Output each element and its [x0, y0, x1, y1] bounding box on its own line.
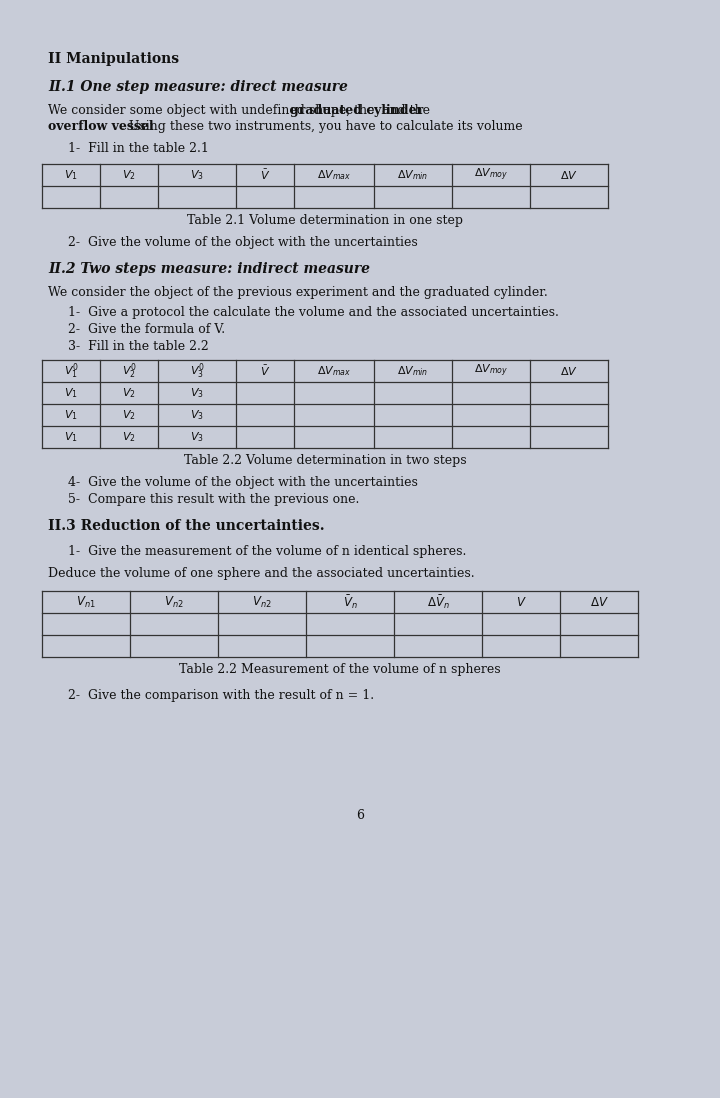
Text: . Using these two instruments, you have to calculate its volume: . Using these two instruments, you have … [121, 120, 523, 133]
Text: overflow vessel: overflow vessel [48, 120, 153, 133]
Text: 6: 6 [356, 809, 364, 822]
Text: $V_1$: $V_1$ [64, 168, 78, 182]
Text: $V_2$: $V_2$ [122, 168, 136, 182]
Text: 1-  Give the measurement of the volume of n identical spheres.: 1- Give the measurement of the volume of… [68, 545, 467, 558]
Text: 2-  Give the volume of the object with the uncertainties: 2- Give the volume of the object with th… [68, 236, 418, 249]
Text: 2-  Give the formula of V.: 2- Give the formula of V. [68, 323, 225, 336]
Text: $\Delta V$: $\Delta V$ [560, 169, 578, 181]
Text: $\bar{V}$: $\bar{V}$ [260, 168, 270, 182]
Text: $V_{n2}$: $V_{n2}$ [164, 594, 184, 609]
Text: $\Delta V_{moy}$: $\Delta V_{moy}$ [474, 362, 508, 379]
Text: 5-  Compare this result with the previous one.: 5- Compare this result with the previous… [68, 493, 359, 506]
Text: $\bar{V}$: $\bar{V}$ [260, 363, 270, 378]
Text: $V_2$: $V_2$ [122, 430, 136, 444]
Text: $V_1^0$: $V_1^0$ [63, 361, 78, 381]
Text: II.3 Reduction of the uncertainties.: II.3 Reduction of the uncertainties. [48, 519, 325, 533]
Text: $\bar{V}_n$: $\bar{V}_n$ [343, 593, 357, 610]
Text: $V_2$: $V_2$ [122, 408, 136, 422]
Text: 2-  Give the comparison with the result of n = 1.: 2- Give the comparison with the result o… [68, 690, 374, 702]
Text: $\Delta V_{max}$: $\Delta V_{max}$ [317, 168, 351, 182]
Text: $V_3$: $V_3$ [190, 168, 204, 182]
Text: Table 2.2 Volume determination in two steps: Table 2.2 Volume determination in two st… [184, 453, 467, 467]
Text: We consider the object of the previous experiment and the graduated cylinder.: We consider the object of the previous e… [48, 285, 548, 299]
Text: 4-  Give the volume of the object with the uncertainties: 4- Give the volume of the object with th… [68, 477, 418, 489]
Text: $V_3$: $V_3$ [190, 386, 204, 400]
Text: $V_3$: $V_3$ [190, 430, 204, 444]
Text: $V_1$: $V_1$ [64, 408, 78, 422]
Text: II.2 Two steps measure: indirect measure: II.2 Two steps measure: indirect measure [48, 262, 370, 276]
Text: Table 2.2 Measurement of the volume of n spheres: Table 2.2 Measurement of the volume of n… [179, 663, 501, 676]
Text: $V_1$: $V_1$ [64, 386, 78, 400]
Text: $\Delta V_{min}$: $\Delta V_{min}$ [397, 168, 428, 182]
Text: graduated cylinder: graduated cylinder [290, 104, 424, 117]
Text: II Manipulations: II Manipulations [48, 52, 179, 66]
Text: We consider some object with undefined shape, the: We consider some object with undefined s… [48, 104, 379, 117]
Text: $V$: $V$ [516, 595, 526, 608]
Text: $\Delta V$: $\Delta V$ [560, 365, 578, 377]
Text: $V_2$: $V_2$ [122, 386, 136, 400]
Text: 1-  Fill in the table 2.1: 1- Fill in the table 2.1 [68, 142, 209, 155]
Text: $V_1$: $V_1$ [64, 430, 78, 444]
Text: II.1 One step measure: direct measure: II.1 One step measure: direct measure [48, 80, 348, 94]
Text: $V_2^0$: $V_2^0$ [122, 361, 136, 381]
Text: $V_{n2}$: $V_{n2}$ [252, 594, 272, 609]
Text: and the: and the [378, 104, 430, 117]
Text: $\Delta V$: $\Delta V$ [590, 595, 608, 608]
Text: Deduce the volume of one sphere and the associated uncertainties.: Deduce the volume of one sphere and the … [48, 567, 474, 580]
Text: $\Delta V_{max}$: $\Delta V_{max}$ [317, 365, 351, 378]
Text: $\Delta\bar{V}_n$: $\Delta\bar{V}_n$ [426, 593, 449, 610]
Text: 1-  Give a protocol the calculate the volume and the associated uncertainties.: 1- Give a protocol the calculate the vol… [68, 306, 559, 320]
Text: $V_{n1}$: $V_{n1}$ [76, 594, 96, 609]
Text: $\Delta V_{min}$: $\Delta V_{min}$ [397, 365, 428, 378]
Text: $V_3$: $V_3$ [190, 408, 204, 422]
Text: $\Delta V_{moy}$: $\Delta V_{moy}$ [474, 167, 508, 183]
Text: 3-  Fill in the table 2.2: 3- Fill in the table 2.2 [68, 340, 209, 352]
Text: Table 2.1 Volume determination in one step: Table 2.1 Volume determination in one st… [187, 214, 463, 227]
Text: $V_3^0$: $V_3^0$ [189, 361, 204, 381]
